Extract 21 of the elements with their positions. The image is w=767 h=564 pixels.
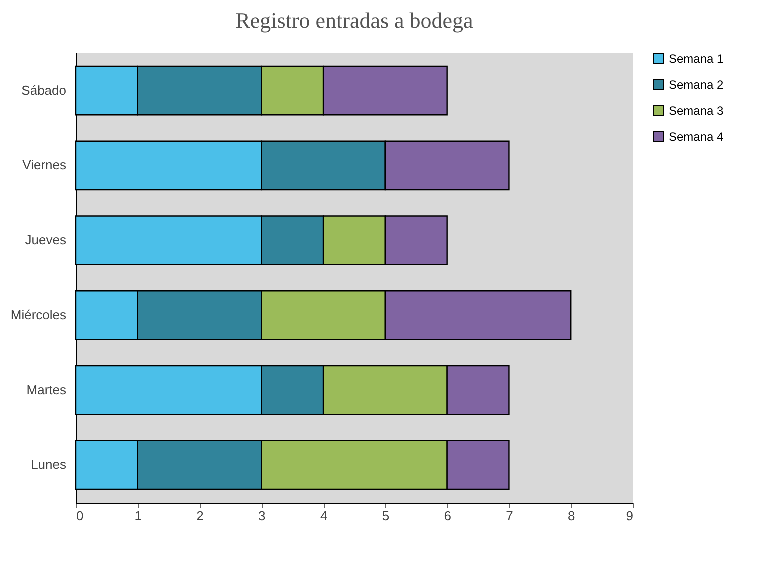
- y-tick-label: Viernes: [22, 158, 67, 173]
- x-tick-label: 6: [444, 508, 452, 524]
- x-tick-label: 0: [76, 508, 84, 524]
- y-tick-label: Sábado: [22, 82, 66, 98]
- legend-label: Semana 1: [669, 52, 724, 66]
- x-tick-label: 4: [320, 508, 328, 524]
- y-tick-label: Lunes: [31, 457, 67, 472]
- legend-label: Semana 4: [669, 130, 724, 144]
- x-tick-label: 5: [382, 508, 390, 524]
- x-tick-label: 1: [134, 508, 142, 524]
- x-tick-label: 2: [196, 508, 204, 524]
- y-tick-label: Jueves: [25, 232, 67, 248]
- x-tick-label: 9: [626, 508, 634, 524]
- chart-title: Registro entradas a bodega: [236, 8, 474, 33]
- y-tick-label: Miércoles: [10, 307, 67, 322]
- x-tick-label: 3: [258, 508, 266, 524]
- y-tick-label: Martes: [26, 382, 67, 398]
- legend-label: Semana 3: [669, 104, 724, 118]
- x-tick-label: 7: [506, 508, 514, 524]
- legend-label: Semana 2: [669, 78, 724, 92]
- x-tick-label: 8: [568, 508, 576, 524]
